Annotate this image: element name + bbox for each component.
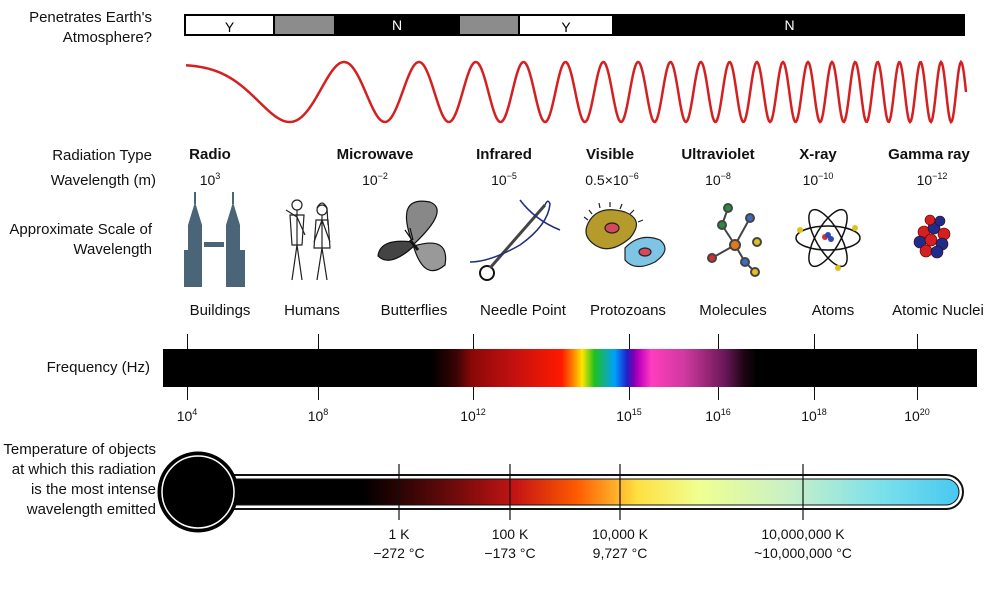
needle-icon bbox=[469, 199, 561, 281]
scale-tick bbox=[187, 334, 188, 349]
wavelength-label: Wavelength (m) bbox=[50, 172, 156, 189]
scale-tick bbox=[718, 334, 719, 349]
atom-icon bbox=[795, 208, 861, 271]
frequency-label-10-18: 1018 bbox=[801, 407, 827, 425]
frequency-label-10-16: 1016 bbox=[705, 407, 731, 425]
penetration-segment-n1: N bbox=[334, 14, 460, 36]
penetration-segment-y1: Y bbox=[184, 14, 275, 36]
frequency-label-10-12: 1012 bbox=[460, 407, 486, 425]
scale-humans: Humans bbox=[284, 302, 340, 319]
frequency-tick bbox=[917, 387, 918, 400]
wavelength-gamma: 10−12 bbox=[916, 171, 948, 189]
penetration-segment-n2: N bbox=[614, 14, 965, 36]
scale-tick bbox=[917, 334, 918, 349]
scale-tick bbox=[814, 334, 815, 349]
penetration-segment-partial2 bbox=[460, 14, 518, 36]
temperature-1k: 1 K −272 °C bbox=[373, 526, 425, 561]
radiation-type-xray: X-ray bbox=[799, 146, 837, 163]
temperature-100k: 100 K −173 °C bbox=[484, 526, 536, 561]
frequency-bar bbox=[163, 349, 977, 387]
frequency-label-10-15: 1015 bbox=[616, 407, 642, 425]
wavelength-ultraviolet: 10−8 bbox=[705, 171, 731, 189]
radiation-type-microwave: Microwave bbox=[336, 146, 414, 163]
temperature-10000000k: 10,000,000 K ~10,000,000 °C bbox=[754, 526, 852, 561]
scale-needle-point: Needle Point bbox=[480, 302, 566, 319]
wave-graphic bbox=[185, 59, 968, 125]
frequency-label-10-8: 108 bbox=[307, 407, 329, 425]
thermometer bbox=[157, 451, 964, 533]
scale-butterflies: Butterflies bbox=[380, 302, 448, 319]
frequency-label: Frequency (Hz) bbox=[46, 359, 150, 376]
humans-icon bbox=[285, 199, 331, 281]
frequency-label-10-20: 1020 bbox=[904, 407, 930, 425]
frequency-tick bbox=[718, 387, 719, 400]
penetration-bar: Y N Y N bbox=[0, 0, 1000, 40]
frequency-tick bbox=[187, 387, 188, 400]
frequency-tick bbox=[473, 387, 474, 400]
temperature-10000k: 10,000 K 9,727 °C bbox=[591, 526, 649, 561]
scale-atoms: Atoms bbox=[811, 302, 855, 319]
radiation-type-ultraviolet: Ultraviolet bbox=[681, 146, 755, 163]
protozoan-icon bbox=[583, 202, 666, 268]
frequency-tick bbox=[318, 387, 319, 400]
temperature-label: Temperature of objects at which this rad… bbox=[3, 441, 156, 518]
radiation-type-radio: Radio bbox=[189, 146, 231, 163]
wavelength-xray: 10−10 bbox=[802, 171, 834, 189]
scale-tick bbox=[473, 334, 474, 349]
wavelength-visible: 0.5×10−6 bbox=[585, 171, 639, 189]
radiation-type-visible: Visible bbox=[585, 146, 635, 163]
nucleus-icon bbox=[913, 214, 951, 259]
scale-buildings: Buildings bbox=[189, 302, 251, 319]
radiation-type-infrared: Infrared bbox=[476, 146, 532, 163]
wavelength-radio: 103 bbox=[199, 171, 221, 189]
scale-icons bbox=[184, 192, 951, 287]
scale-tick bbox=[629, 334, 630, 349]
wavelength-infrared: 10−5 bbox=[491, 171, 517, 189]
buildings-icon bbox=[184, 192, 245, 287]
radiation-type-gamma: Gamma ray bbox=[888, 146, 970, 163]
frequency-label-10-4: 104 bbox=[176, 407, 198, 425]
penetration-segment-partial1 bbox=[275, 14, 334, 36]
frequency-tick bbox=[814, 387, 815, 400]
frequency-tick bbox=[629, 387, 630, 400]
wavelength-microwave: 10−2 bbox=[362, 171, 388, 189]
thermometer-fill bbox=[193, 478, 960, 506]
scale-molecules: Molecules bbox=[699, 302, 767, 319]
butterfly-icon bbox=[377, 200, 447, 272]
scale-protozoans: Protozoans bbox=[590, 302, 666, 319]
molecule-icon bbox=[707, 203, 762, 277]
penetration-segment-y2: Y bbox=[518, 14, 614, 36]
scale-tick bbox=[318, 334, 319, 349]
radiation-type-label: Radiation Type bbox=[52, 147, 152, 164]
scale-label: Approximate Scale of Wavelength bbox=[9, 221, 152, 258]
scale-atomic-nuclei: Atomic Nuclei bbox=[892, 302, 984, 319]
penetrates-label: Penetrates Earth's Atmosphere? bbox=[29, 9, 152, 46]
